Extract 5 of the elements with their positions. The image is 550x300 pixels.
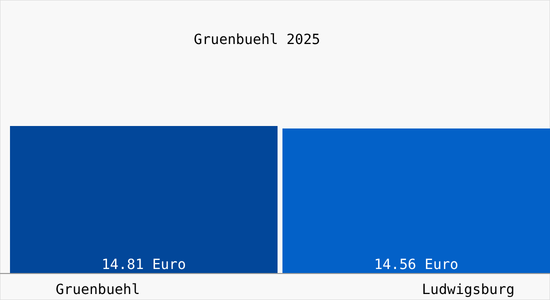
data-label: 14.81 Euro xyxy=(102,257,186,273)
x-tick-label: Ludwigsburg xyxy=(422,282,515,298)
chart-title: Gruenbuehl 2025 xyxy=(194,32,320,48)
data-label: 14.56 Euro xyxy=(374,257,458,273)
x-tick-label: Gruenbuehl xyxy=(56,282,140,298)
